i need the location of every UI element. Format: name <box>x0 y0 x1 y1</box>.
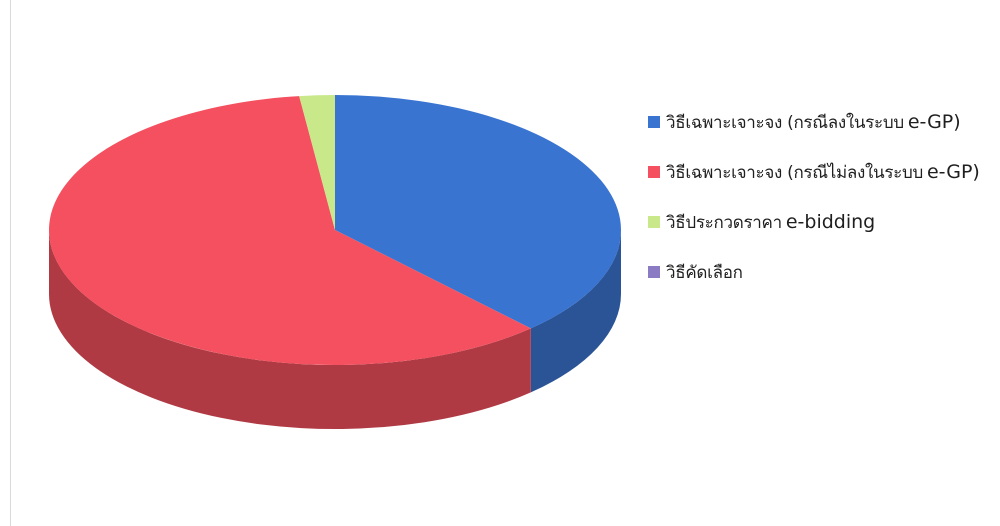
legend-swatch-non-egp <box>648 166 660 178</box>
legend-swatch-egp <box>648 116 660 128</box>
legend-item-selection: วิธีคัดเลือก <box>648 260 998 284</box>
legend-item-e-bidding: วิธีประกวดราคา e-bidding <box>648 210 998 234</box>
legend-item-egp: วิธีเฉพาะเจาะจง (กรณีลงในระบบ e-GP) <box>648 110 998 134</box>
legend-label-non-egp-suffix: e-GP) <box>927 161 980 183</box>
legend-item-non-egp: วิธีเฉพาะเจาะจง (กรณีไม่ลงในระบบ e-GP) <box>648 160 998 184</box>
legend-label-non-egp: วิธีเฉพาะเจาะจง (กรณีไม่ลงในระบบ <box>666 159 923 186</box>
legend-label-selection: วิธีคัดเลือก <box>666 259 743 286</box>
legend-swatch-selection <box>648 266 660 278</box>
legend-label-e-bidding-suffix: e-bidding <box>786 211 875 233</box>
pie-slices <box>49 95 621 365</box>
legend-label-egp: วิธีเฉพาะเจาะจง (กรณีลงในระบบ <box>666 109 904 136</box>
legend: วิธีเฉพาะเจาะจง (กรณีลงในระบบ e-GP) วิธี… <box>648 110 998 310</box>
legend-label-e-bidding: วิธีประกวดราคา <box>666 209 782 236</box>
legend-label-egp-suffix: e-GP) <box>908 111 961 133</box>
legend-swatch-e-bidding <box>648 216 660 228</box>
